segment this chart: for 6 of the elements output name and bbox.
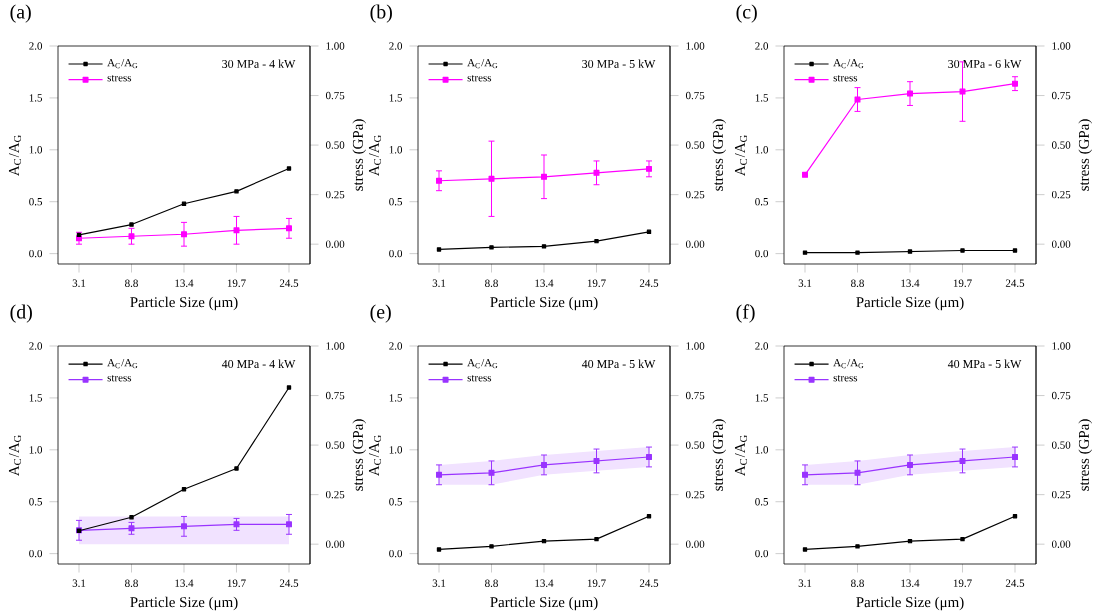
chart-title: (b): [370, 4, 392, 23]
chart-title: (d): [10, 304, 32, 323]
chart-title: (f): [736, 304, 755, 323]
chart-title: (c): [736, 4, 757, 23]
chart-title: (a): [10, 4, 31, 23]
chart-title: (e): [370, 304, 391, 323]
